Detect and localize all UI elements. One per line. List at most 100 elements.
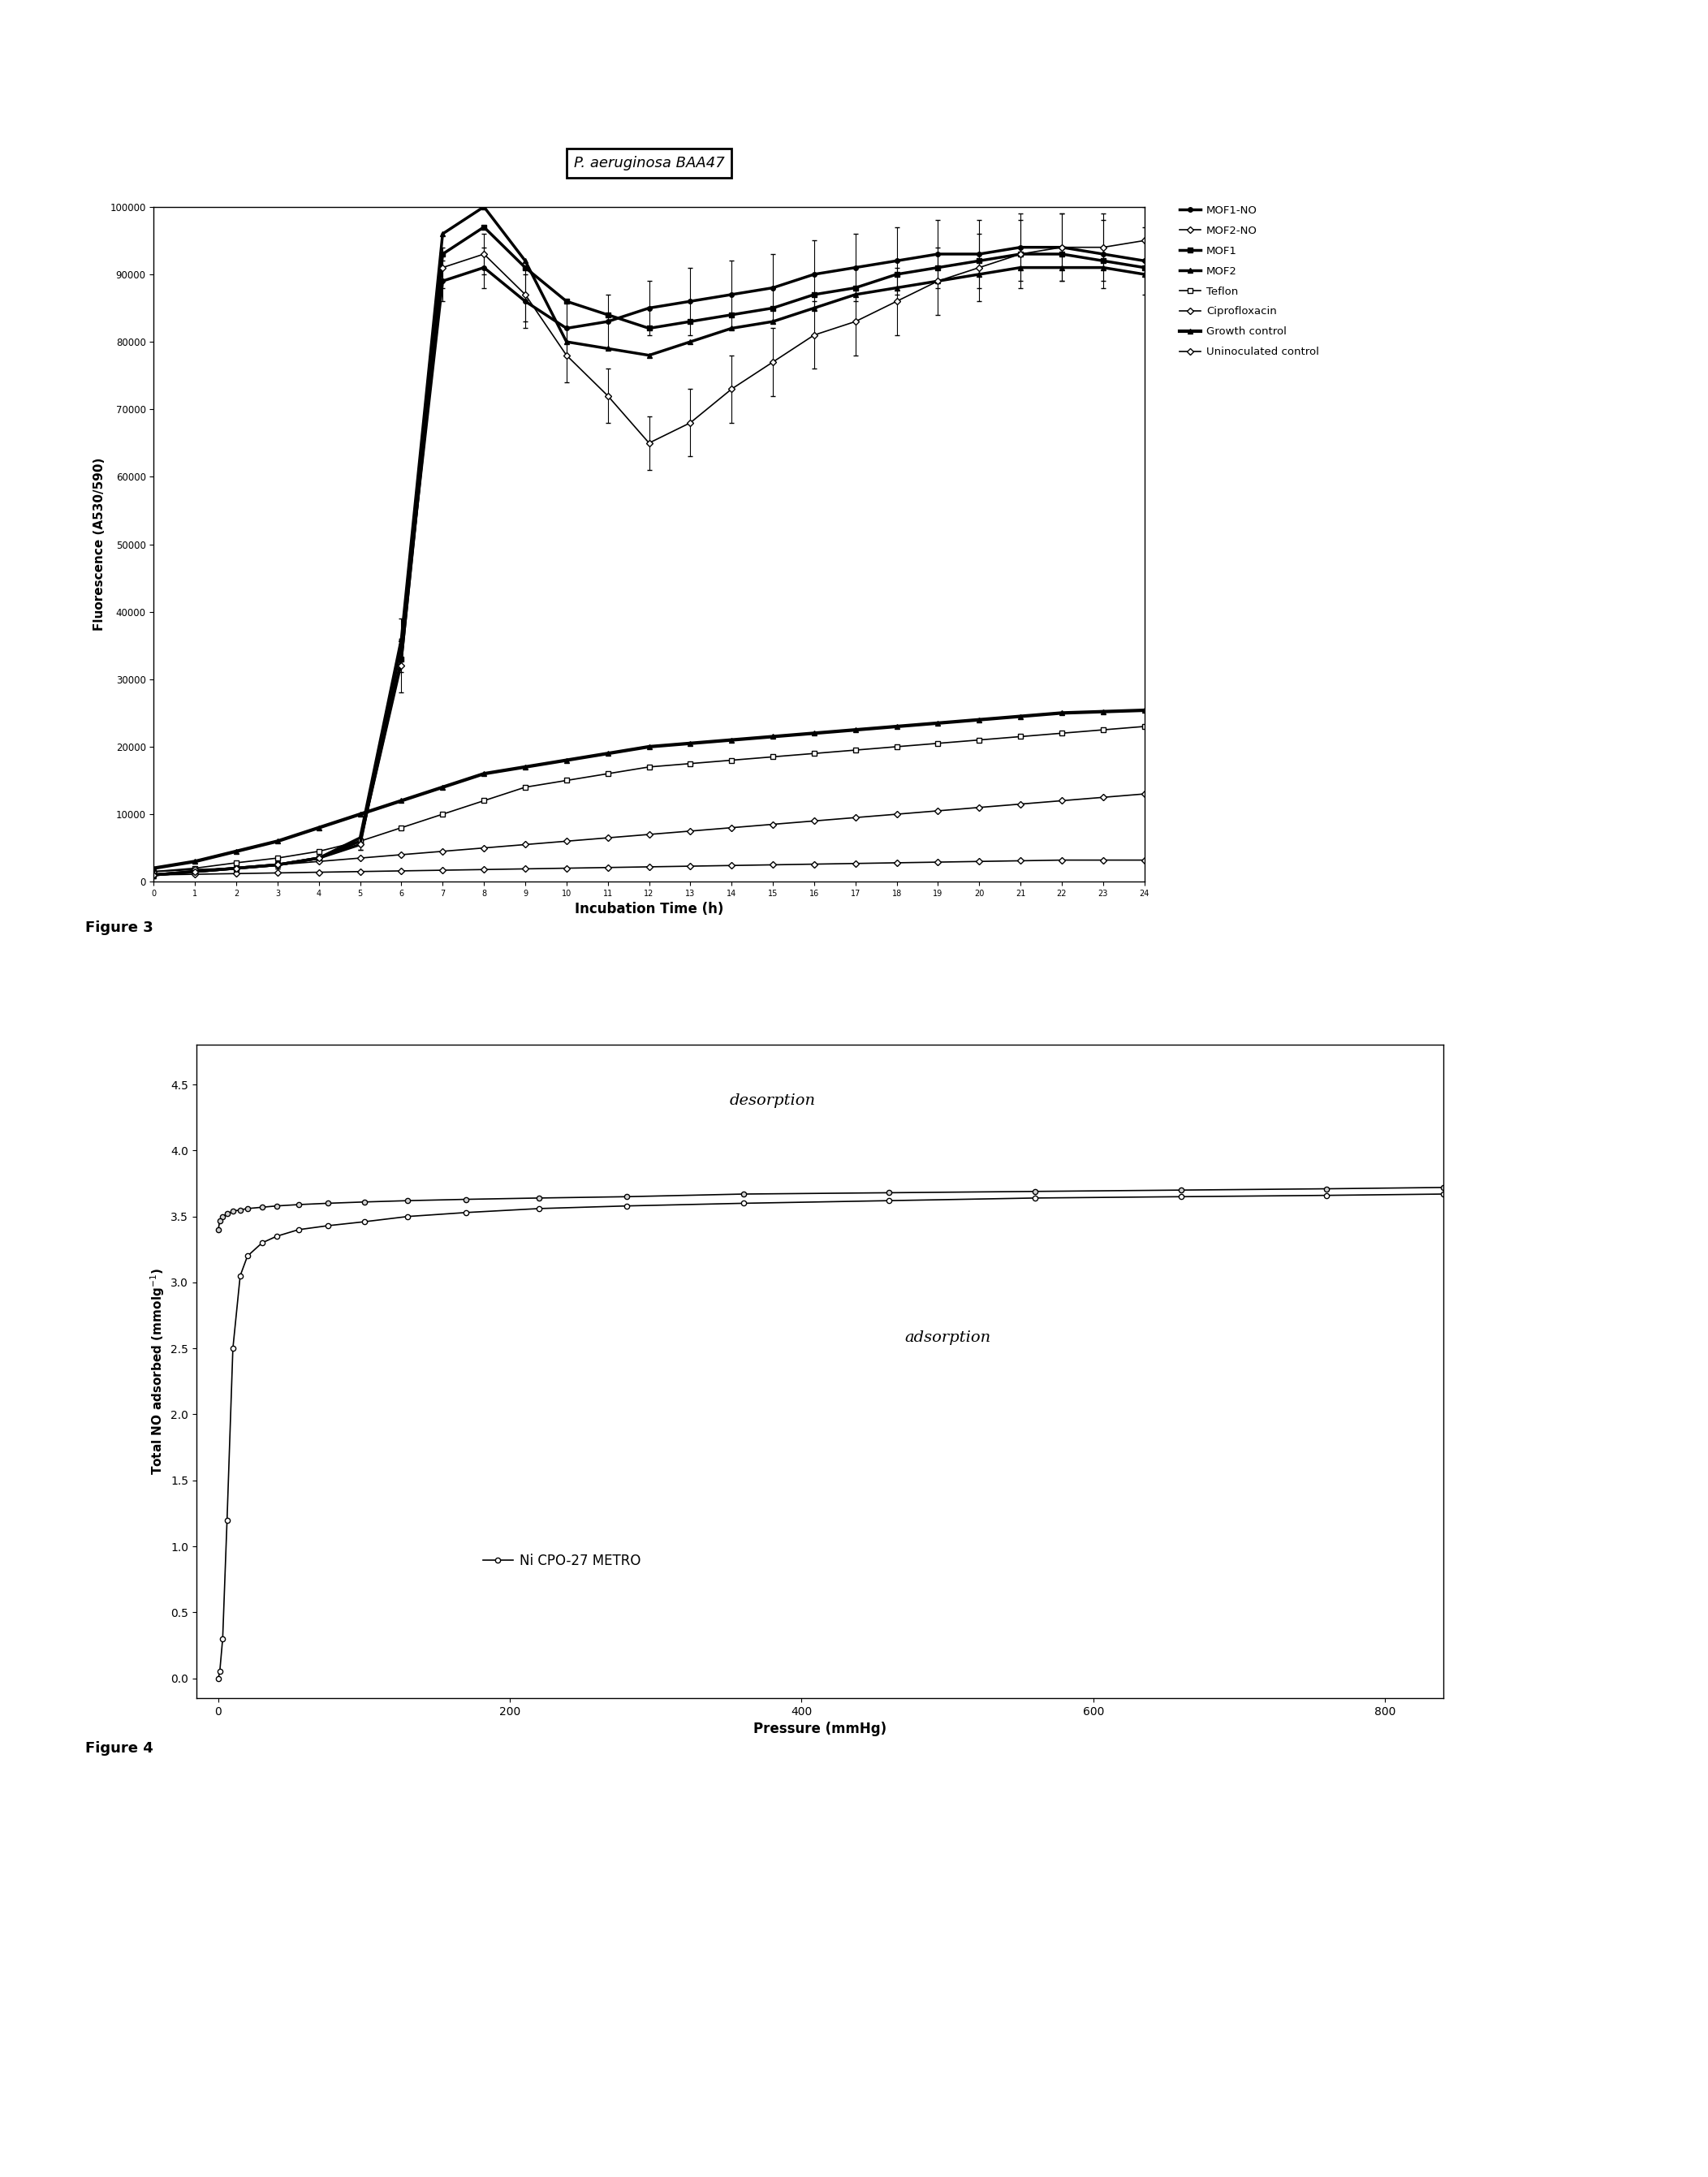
- Teflon: [350, 827, 371, 853]
- MOF2: [680, 329, 700, 355]
- MOF1: [432, 242, 453, 268]
- MOF1: [1093, 248, 1114, 274]
- Uninoculated control: [184, 862, 205, 888]
- MOF2: [557, 329, 577, 355]
- MOF2: [391, 625, 412, 651]
- MOF1: [721, 303, 741, 329]
- MOF1: [1134, 255, 1155, 281]
- MOF2: [1134, 261, 1155, 287]
- Ni CPO-27 METRO: [354, 1208, 374, 1234]
- Teflon: [804, 740, 825, 766]
- Growth control: [1093, 699, 1114, 725]
- Y-axis label: Fluorescence (A530/590): Fluorescence (A530/590): [94, 457, 106, 631]
- MOF1: [473, 213, 494, 239]
- Uninoculated control: [721, 853, 741, 880]
- MOF2: [184, 858, 205, 884]
- Teflon: [968, 727, 989, 753]
- Uninoculated control: [432, 858, 453, 884]
- Growth control: [184, 849, 205, 875]
- MOF2: [1093, 255, 1114, 281]
- MOF2: [845, 281, 866, 307]
- MOF2: [762, 309, 782, 335]
- Ciprofloxacin: [1093, 784, 1114, 810]
- Teflon: [184, 856, 205, 882]
- Teflon: [598, 760, 618, 786]
- MOF1: [266, 851, 287, 877]
- Ni CPO-27 METRO: [1170, 1184, 1190, 1210]
- Ciprofloxacin: [886, 801, 907, 827]
- Teflon: [886, 734, 907, 760]
- Growth control: [309, 814, 330, 840]
- MOF2: [225, 856, 246, 882]
- Uninoculated control: [598, 853, 618, 880]
- Ni CPO-27 METRO: [1025, 1184, 1045, 1210]
- Ciprofloxacin: [968, 795, 989, 821]
- Growth control: [516, 753, 536, 779]
- Uninoculated control: [266, 860, 287, 886]
- Line: Ciprofloxacin: Ciprofloxacin: [152, 792, 1146, 873]
- Uninoculated control: [473, 856, 494, 882]
- MOF2: [598, 335, 618, 361]
- MOF1: [639, 316, 659, 342]
- Uninoculated control: [350, 858, 371, 884]
- Teflon: [557, 768, 577, 795]
- Ciprofloxacin: [762, 812, 782, 838]
- Ni CPO-27 METRO: [237, 1243, 258, 1269]
- MOF2: [516, 248, 536, 274]
- Growth control: [598, 740, 618, 766]
- Ciprofloxacin: [1052, 788, 1073, 814]
- MOF2: [927, 268, 948, 294]
- Uninoculated control: [762, 851, 782, 877]
- Uninoculated control: [1134, 847, 1155, 873]
- Ciprofloxacin: [845, 805, 866, 832]
- Teflon: [391, 814, 412, 840]
- Growth control: [266, 827, 287, 853]
- Ni CPO-27 METRO: [289, 1217, 309, 1243]
- MOF1: [680, 309, 700, 335]
- Ciprofloxacin: [598, 825, 618, 851]
- Uninoculated control: [886, 849, 907, 875]
- Ciprofloxacin: [680, 819, 700, 845]
- Growth control: [845, 716, 866, 742]
- Ni CPO-27 METRO: [456, 1200, 477, 1226]
- Growth control: [886, 714, 907, 740]
- Text: adsorption: adsorption: [904, 1330, 991, 1345]
- Growth control: [432, 775, 453, 801]
- Ciprofloxacin: [184, 856, 205, 882]
- Ciprofloxacin: [225, 856, 246, 882]
- MOF2: [721, 316, 741, 342]
- MOF1: [309, 845, 330, 871]
- Ni CPO-27 METRO: [617, 1193, 637, 1219]
- Y-axis label: Total NO adsorbed (mmolg$^{-1}$): Total NO adsorbed (mmolg$^{-1}$): [149, 1267, 166, 1476]
- Ciprofloxacin: [473, 836, 494, 862]
- Ni CPO-27 METRO: [251, 1230, 272, 1256]
- Uninoculated control: [804, 851, 825, 877]
- Ciprofloxacin: [266, 851, 287, 877]
- MOF1: [184, 858, 205, 884]
- MOF2: [968, 261, 989, 287]
- Teflon: [680, 751, 700, 777]
- MOF1: [804, 281, 825, 307]
- Uninoculated control: [1009, 847, 1030, 873]
- Teflon: [1009, 723, 1030, 749]
- MOF2: [804, 294, 825, 320]
- Line: Uninoculated control: Uninoculated control: [152, 858, 1146, 877]
- MOF1: [1009, 242, 1030, 268]
- Ni CPO-27 METRO: [266, 1223, 287, 1250]
- Ciprofloxacin: [516, 832, 536, 858]
- Growth control: [1009, 703, 1030, 729]
- Teflon: [143, 858, 164, 884]
- Teflon: [473, 788, 494, 814]
- MOF1: [762, 294, 782, 320]
- Growth control: [968, 708, 989, 734]
- MOF2: [143, 862, 164, 888]
- MOF2: [473, 194, 494, 220]
- Teflon: [927, 729, 948, 755]
- Uninoculated control: [143, 862, 164, 888]
- Line: Teflon: Teflon: [152, 725, 1146, 873]
- MOF1: [143, 862, 164, 888]
- Growth control: [143, 856, 164, 882]
- MOF1: [845, 274, 866, 300]
- Growth control: [1134, 697, 1155, 723]
- Uninoculated control: [1052, 847, 1073, 873]
